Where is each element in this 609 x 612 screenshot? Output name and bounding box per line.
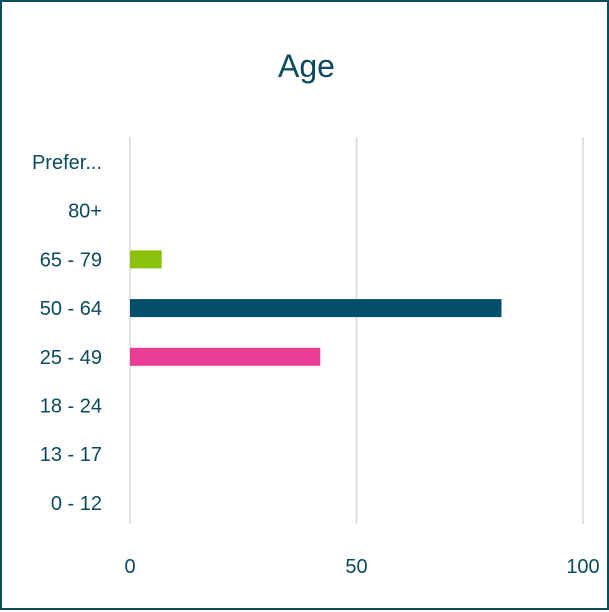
x-tick-labels: 0 50 100 — [124, 556, 599, 578]
category-label: 13 - 17 — [40, 444, 102, 466]
bars — [130, 250, 502, 366]
category-label: 25 - 49 — [40, 347, 102, 369]
x-tick-label: 0 — [124, 556, 135, 578]
gridlines — [129, 137, 584, 524]
x-tick-label: 50 — [345, 556, 367, 578]
category-label: 0 - 12 — [51, 493, 102, 515]
x-tick-label: 100 — [566, 556, 599, 578]
category-label: 65 - 79 — [40, 249, 102, 271]
bar — [130, 347, 321, 366]
category-labels: Prefer... 80+ 65 - 79 50 - 64 25 - 49 18 - 24… — [32, 152, 102, 515]
category-label: Prefer... — [32, 152, 102, 174]
bar — [130, 299, 502, 318]
chart-title: Age — [278, 48, 335, 84]
category-label: 50 - 64 — [40, 298, 102, 320]
category-label: 80+ — [68, 201, 102, 223]
bar — [130, 250, 162, 269]
category-label: 18 - 24 — [40, 396, 102, 418]
